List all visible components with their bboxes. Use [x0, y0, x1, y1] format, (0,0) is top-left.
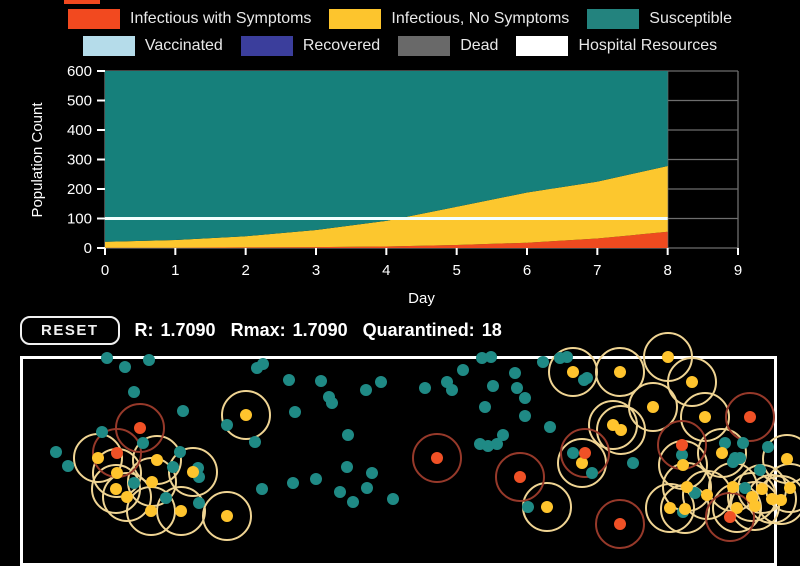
simulation-boundary: [20, 356, 777, 566]
y-axis-label: Population Count: [29, 102, 46, 218]
legend-swatch: [82, 36, 135, 56]
y-tick-label: 100: [67, 211, 92, 228]
legend-swatch: [587, 9, 640, 29]
rmax-value: 1.7090: [292, 319, 348, 340]
legend-item: Susceptible: [587, 9, 732, 29]
legend-label: Vaccinated: [144, 37, 223, 54]
legend-label: Recovered: [302, 37, 381, 54]
legend-label: Infectious, No Symptoms: [391, 10, 570, 27]
x-tick-label: 7: [593, 262, 601, 279]
reset-button[interactable]: RESET: [20, 315, 120, 345]
r-value: 1.7090: [160, 319, 216, 340]
population-chart: 0 100 200 300 400 500 600 0 1 2 3 4 5 6 7 8 9 Population …: [29, 63, 742, 307]
legend-label: Dead: [460, 37, 499, 54]
y-tick-label: 200: [67, 181, 92, 198]
legend-label: Infectious with Symptoms: [130, 10, 312, 27]
x-axis-label: Day: [408, 290, 435, 307]
r-label: R:: [134, 319, 154, 340]
x-tick-label: 4: [382, 262, 390, 279]
area-susceptible: [105, 71, 668, 242]
quarantined-label: Quarantined:: [362, 319, 475, 340]
x-tick-label: 9: [734, 262, 742, 279]
x-tick-label: 2: [241, 262, 249, 279]
y-tick-label: 500: [67, 93, 92, 110]
legend-label: Susceptible: [649, 10, 732, 27]
y-tick-label: 600: [67, 63, 92, 80]
legend-item: Infectious with Symptoms: [68, 9, 311, 29]
legend-label: Hospital Resources: [578, 37, 718, 54]
x-tick-label: 8: [663, 262, 671, 279]
area-infectious-with-symptoms: [105, 231, 668, 248]
legend-swatch: [240, 36, 293, 56]
legend-swatch: [68, 9, 121, 29]
legend-row-1: Infectious with Symptoms Infectious, No S…: [68, 9, 732, 29]
quarantined-metric: Quarantined: 18: [363, 320, 502, 341]
y-tick-label: 300: [67, 152, 92, 169]
r-metric: R: 1.7090: [135, 320, 216, 341]
legend-item: Hospital Resources: [516, 36, 717, 56]
x-tick-label: 5: [452, 262, 460, 279]
rmax-label: Rmax:: [230, 319, 286, 340]
legend-item: Infectious, No Symptoms: [329, 9, 569, 29]
legend-item: Dead: [398, 36, 498, 56]
legend-swatch: [329, 9, 382, 29]
x-tick-label: 1: [171, 262, 179, 279]
y-tick-label: 0: [84, 240, 92, 257]
legend-row-2: Vaccinated Recovered Dead Hospital Resource…: [82, 36, 717, 56]
x-tick-label: 0: [101, 262, 109, 279]
x-tick-label: 6: [523, 262, 531, 279]
legend: Infectious with Symptoms Infectious, No S…: [0, 9, 800, 56]
legend-swatch: [516, 36, 569, 56]
y-tick-label: 400: [67, 122, 92, 139]
status-bar: RESET R: 1.7090 Rmax: 1.7090 Quarantined: 1…: [20, 313, 502, 347]
area-infectious-no-symptoms: [105, 165, 668, 248]
quarantined-value: 18: [481, 319, 502, 340]
legend-item: Vaccinated: [82, 36, 223, 56]
rmax-metric: Rmax: 1.7090: [231, 320, 348, 341]
legend-item: Recovered: [240, 36, 381, 56]
cutoff-legend-swatch: [64, 0, 100, 4]
legend-swatch: [398, 36, 451, 56]
x-tick-label: 3: [312, 262, 320, 279]
